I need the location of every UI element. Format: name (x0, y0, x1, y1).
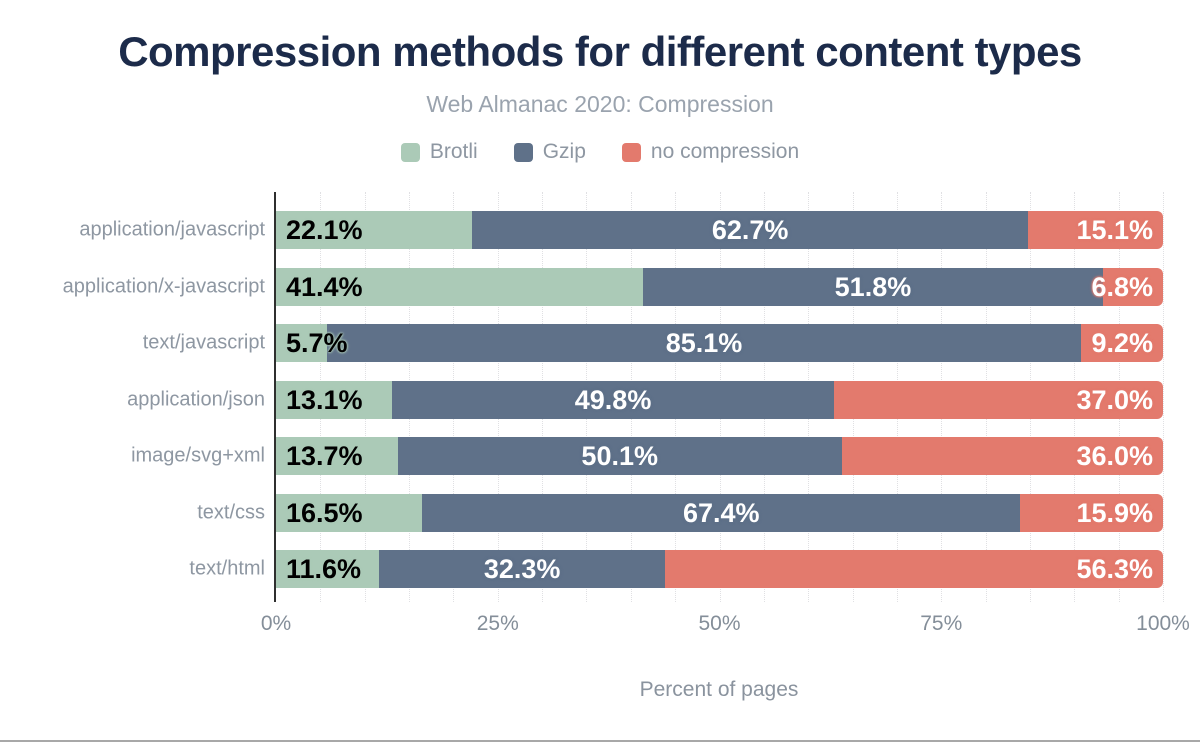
y-axis-line (274, 192, 276, 602)
bar-segment-brotli (276, 550, 379, 588)
value-label-brotli: 5.7% (286, 328, 348, 358)
bar-segment-no-compression (1020, 493, 1163, 532)
x-tick-label: 25% (476, 612, 519, 635)
bar-segment-gzip (326, 324, 1082, 362)
category-label: text/javascript (142, 331, 265, 354)
value-label-no-compression: 6.8% (1091, 271, 1153, 302)
legend-item-brotli[interactable]: Brotli (400, 140, 478, 164)
value-label-brotli: 41.4% (286, 271, 363, 302)
bar-segment-brotli (276, 267, 644, 306)
value-label-gzip: 50.1% (581, 441, 658, 471)
legend-label: no compression (650, 140, 800, 163)
bar-segment-brotli (276, 493, 423, 532)
value-label-gzip: 51.8% (834, 271, 912, 302)
value-label-no-compression: 56.3% (1076, 554, 1153, 584)
legend-swatch-icon (621, 142, 641, 162)
value-label-gzip: 67.4% (682, 497, 760, 528)
bar-segment-brotli (276, 380, 393, 419)
bar-segment-gzip (472, 211, 1029, 249)
bar-segment-gzip (643, 267, 1103, 306)
category-label: image/svg+xml (131, 444, 265, 467)
chart-title: Compression methods for different conten… (118, 28, 1082, 75)
bar-segment-gzip (378, 550, 666, 588)
chart-subtitle: Web Almanac 2020: Compression (426, 91, 774, 117)
value-label-brotli: 13.7% (286, 441, 363, 471)
legend: Brotli Gzip no compression (0, 140, 1200, 164)
bar-segment-gzip (422, 493, 1021, 532)
legend-label: Brotli (429, 140, 478, 163)
category-label: text/html (189, 557, 265, 580)
bar-segment-brotli (276, 437, 398, 475)
legend-item-gzip[interactable]: Gzip (513, 140, 586, 164)
gridline (1163, 192, 1164, 602)
bar-segment-gzip (397, 437, 842, 475)
value-label-gzip: 85.1% (665, 328, 743, 358)
legend-swatch-icon (400, 142, 420, 162)
category-label: application/json (127, 388, 265, 410)
bar-segment-brotli (276, 211, 473, 249)
category-label: application/javascript (79, 218, 265, 241)
category-label: text/css (197, 501, 265, 523)
bar-segment-no-compression (1102, 267, 1163, 306)
x-tick-label: 75% (920, 612, 963, 635)
value-label-brotli: 16.5% (286, 497, 363, 528)
value-label-no-compression: 15.9% (1076, 497, 1153, 528)
value-label-no-compression: 15.1% (1076, 215, 1153, 245)
bar-segment-no-compression (1028, 211, 1163, 249)
x-tick-label: 100% (1136, 612, 1190, 635)
bar-segment-brotli (276, 324, 327, 362)
category-label: application/x-javascript (62, 275, 265, 297)
value-label-no-compression: 9.2% (1091, 328, 1153, 358)
bar-segment-no-compression (841, 437, 1163, 475)
value-label-gzip: 62.7% (711, 215, 789, 245)
legend-swatch-icon (513, 142, 533, 162)
value-label-no-compression: 36.0% (1076, 441, 1153, 471)
value-label-brotli: 13.1% (286, 384, 363, 415)
x-tick-label: 0% (260, 612, 292, 635)
value-label-gzip: 32.3% (483, 554, 561, 584)
value-label-brotli: 22.1% (286, 215, 363, 245)
legend-item-no-compression[interactable]: no compression (621, 140, 800, 164)
value-label-no-compression: 37.0% (1076, 384, 1153, 415)
x-tick-label: 50% (698, 612, 741, 635)
value-label-gzip: 49.8% (574, 384, 652, 415)
bar-segment-no-compression (665, 550, 1163, 588)
bar-segment-no-compression (1081, 324, 1163, 362)
value-label-brotli: 11.6% (286, 554, 362, 584)
x-axis-title: Percent of pages (639, 678, 799, 701)
legend-label: Gzip (542, 140, 586, 163)
bar-segment-no-compression (833, 380, 1163, 419)
bar-segment-gzip (392, 380, 834, 419)
